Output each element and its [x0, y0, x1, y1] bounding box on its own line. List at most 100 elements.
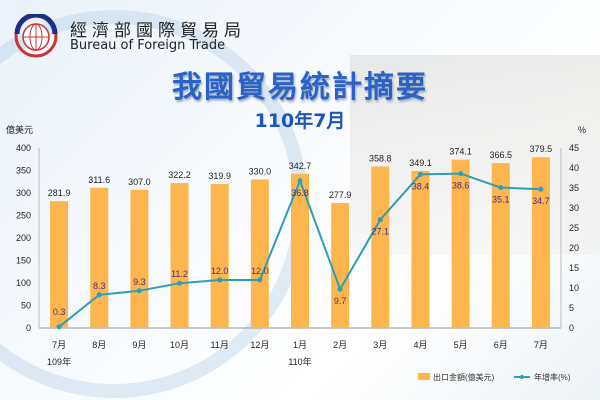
left-tick-label: 150 [16, 256, 31, 266]
growth-value-label: 8.3 [93, 281, 106, 291]
bar [331, 202, 350, 328]
x-tick-label: 4月 [413, 340, 427, 350]
growth-value-label: 9.7 [334, 296, 347, 306]
bar [50, 201, 69, 328]
year-label: 109年 [47, 356, 71, 367]
growth-value-label: 35.1 [492, 195, 510, 205]
growth-value-label: 0.3 [53, 307, 66, 317]
bar [491, 163, 510, 328]
x-tick-label: 1月 [293, 340, 307, 350]
growth-point [56, 324, 62, 330]
right-tick-label: 45 [569, 143, 579, 153]
growth-point [337, 286, 343, 292]
growth-point [297, 178, 303, 184]
bar [371, 166, 390, 328]
left-tick-label: 50 [21, 301, 31, 311]
left-tick-label: 300 [16, 188, 31, 198]
bar-value-label: 349.1 [409, 158, 432, 168]
bar [291, 173, 309, 328]
x-tick-label: 10月 [170, 340, 189, 350]
bar-value-label: 374.1 [449, 147, 472, 157]
x-tick-label: 6月 [494, 340, 508, 350]
growth-point [257, 277, 263, 283]
bar-value-label: 322.2 [168, 170, 191, 180]
growth-point [96, 292, 102, 298]
growth-point [417, 171, 423, 177]
bar-value-label: 311.6 [88, 175, 110, 185]
x-tick-label: 3月 [373, 340, 387, 350]
growth-point [498, 185, 504, 191]
left-tick-label: 400 [16, 143, 31, 153]
legend-line-label: 年增率(%) [534, 372, 571, 382]
bar-value-label: 366.5 [490, 150, 513, 160]
bar [250, 179, 269, 328]
page-subtitle: 110年7月 [254, 110, 346, 132]
right-tick-label: 10 [569, 283, 579, 293]
left-axis-label: 億美元 [6, 124, 33, 135]
right-tick-label: 40 [569, 163, 579, 173]
growth-value-label: 27.1 [372, 227, 390, 237]
x-tick-label: 8月 [92, 340, 106, 350]
bar-value-label: 379.5 [530, 144, 553, 154]
x-tick-label: 5月 [454, 340, 468, 350]
org-name-chinese: 經濟部國際貿易局 [70, 21, 246, 41]
x-tick-label: 7月 [534, 340, 548, 350]
x-tick-label: 9月 [132, 340, 146, 350]
growth-value-label: 9.3 [133, 277, 146, 287]
growth-point [458, 171, 464, 177]
bar-value-label: 342.7 [289, 161, 312, 171]
growth-value-label: 34.7 [532, 196, 550, 206]
bar-value-label: 277.9 [329, 190, 352, 200]
right-tick-label: 35 [569, 183, 579, 193]
left-tick-label: 200 [16, 233, 31, 243]
legend-bar-swatch [418, 373, 430, 380]
right-tick-label: 30 [569, 203, 579, 213]
bar [210, 184, 229, 328]
growth-point [177, 280, 183, 286]
bar-value-label: 307.0 [128, 177, 151, 187]
bar-value-label: 281.9 [48, 188, 71, 198]
bar [411, 170, 430, 328]
x-tick-label: 11月 [211, 340, 229, 350]
legend-line-marker [520, 375, 524, 379]
bureau-logo [14, 14, 58, 58]
growth-value-label: 12.0 [211, 266, 229, 276]
bar [90, 187, 109, 328]
growth-value-label: 36.8 [291, 188, 309, 198]
bar-value-label: 330.0 [249, 167, 272, 177]
legend-bar-label: 出口金額(億美元) [433, 372, 495, 382]
growth-point [136, 288, 142, 294]
growth-value-label: 11.2 [171, 269, 188, 279]
bar-value-label: 319.9 [208, 171, 231, 181]
right-tick-label: 15 [569, 263, 579, 273]
left-tick-label: 0 [26, 323, 31, 333]
left-tick-label: 250 [16, 211, 31, 221]
growth-point [538, 186, 544, 192]
x-tick-label: 7月 [52, 340, 66, 350]
growth-value-label: 38.4 [412, 181, 430, 191]
x-tick-label: 12月 [250, 340, 269, 350]
right-tick-label: 25 [569, 223, 579, 233]
bar [531, 157, 550, 328]
bar [170, 183, 189, 328]
bar [130, 189, 149, 328]
right-tick-label: 20 [569, 243, 579, 253]
bar-value-label: 358.8 [369, 154, 392, 164]
growth-point [217, 277, 223, 283]
left-tick-label: 100 [16, 278, 31, 288]
growth-value-label: 38.6 [452, 181, 470, 191]
growth-value-label: 12.0 [251, 266, 269, 276]
building-photo-background [350, 55, 600, 255]
right-axis-label: % [578, 125, 586, 135]
org-name-english: Bureau of Foreign Trade [70, 38, 226, 53]
right-tick-label: 0 [569, 323, 574, 333]
year-label: 110年 [288, 356, 311, 367]
left-tick-label: 350 [16, 166, 31, 176]
page-title: 我國貿易統計摘要 [172, 70, 428, 105]
right-tick-label: 5 [569, 303, 574, 313]
x-tick-label: 2月 [333, 340, 347, 350]
growth-point [377, 217, 383, 223]
bar [451, 159, 470, 328]
